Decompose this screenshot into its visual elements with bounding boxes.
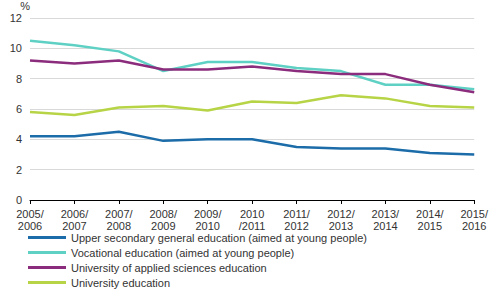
svg-text:2014: 2014 — [373, 220, 397, 232]
svg-text:2013/: 2013/ — [372, 208, 400, 220]
svg-text:Vocational education (aimed at: Vocational education (aimed at young peo… — [71, 247, 294, 259]
svg-text:2014/: 2014/ — [416, 208, 444, 220]
svg-text:%: % — [20, 0, 30, 12]
svg-text:2010: 2010 — [195, 220, 219, 232]
svg-text:2006: 2006 — [18, 220, 42, 232]
svg-text:2007/: 2007/ — [105, 208, 133, 220]
svg-text:2010: 2010 — [240, 208, 264, 220]
svg-text:2012/: 2012/ — [327, 208, 355, 220]
svg-text:2: 2 — [16, 164, 22, 176]
svg-text:2006/: 2006/ — [61, 208, 89, 220]
svg-text:University education: University education — [71, 277, 170, 289]
svg-text:Upper secondary general educat: Upper secondary general education (aimed… — [71, 232, 367, 244]
svg-text:2015/: 2015/ — [460, 208, 488, 220]
svg-text:2005/: 2005/ — [16, 208, 44, 220]
svg-text:2011/: 2011/ — [283, 208, 311, 220]
svg-text:2015: 2015 — [418, 220, 442, 232]
svg-text:2013: 2013 — [329, 220, 353, 232]
svg-text:2012: 2012 — [284, 220, 308, 232]
svg-text:4: 4 — [16, 133, 22, 145]
svg-text:12: 12 — [10, 12, 22, 24]
svg-text:2008: 2008 — [107, 220, 131, 232]
svg-text:/2011: /2011 — [239, 220, 266, 232]
svg-text:2008/: 2008/ — [150, 208, 178, 220]
svg-text:2007: 2007 — [62, 220, 86, 232]
svg-text:University of applied sciences: University of applied sciences education — [71, 262, 267, 274]
svg-text:0: 0 — [16, 194, 22, 206]
svg-text:2016: 2016 — [462, 220, 486, 232]
svg-text:10: 10 — [10, 42, 22, 54]
svg-text:6: 6 — [16, 103, 22, 115]
svg-text:2009: 2009 — [151, 220, 175, 232]
svg-text:2009/: 2009/ — [194, 208, 222, 220]
svg-text:8: 8 — [16, 73, 22, 85]
